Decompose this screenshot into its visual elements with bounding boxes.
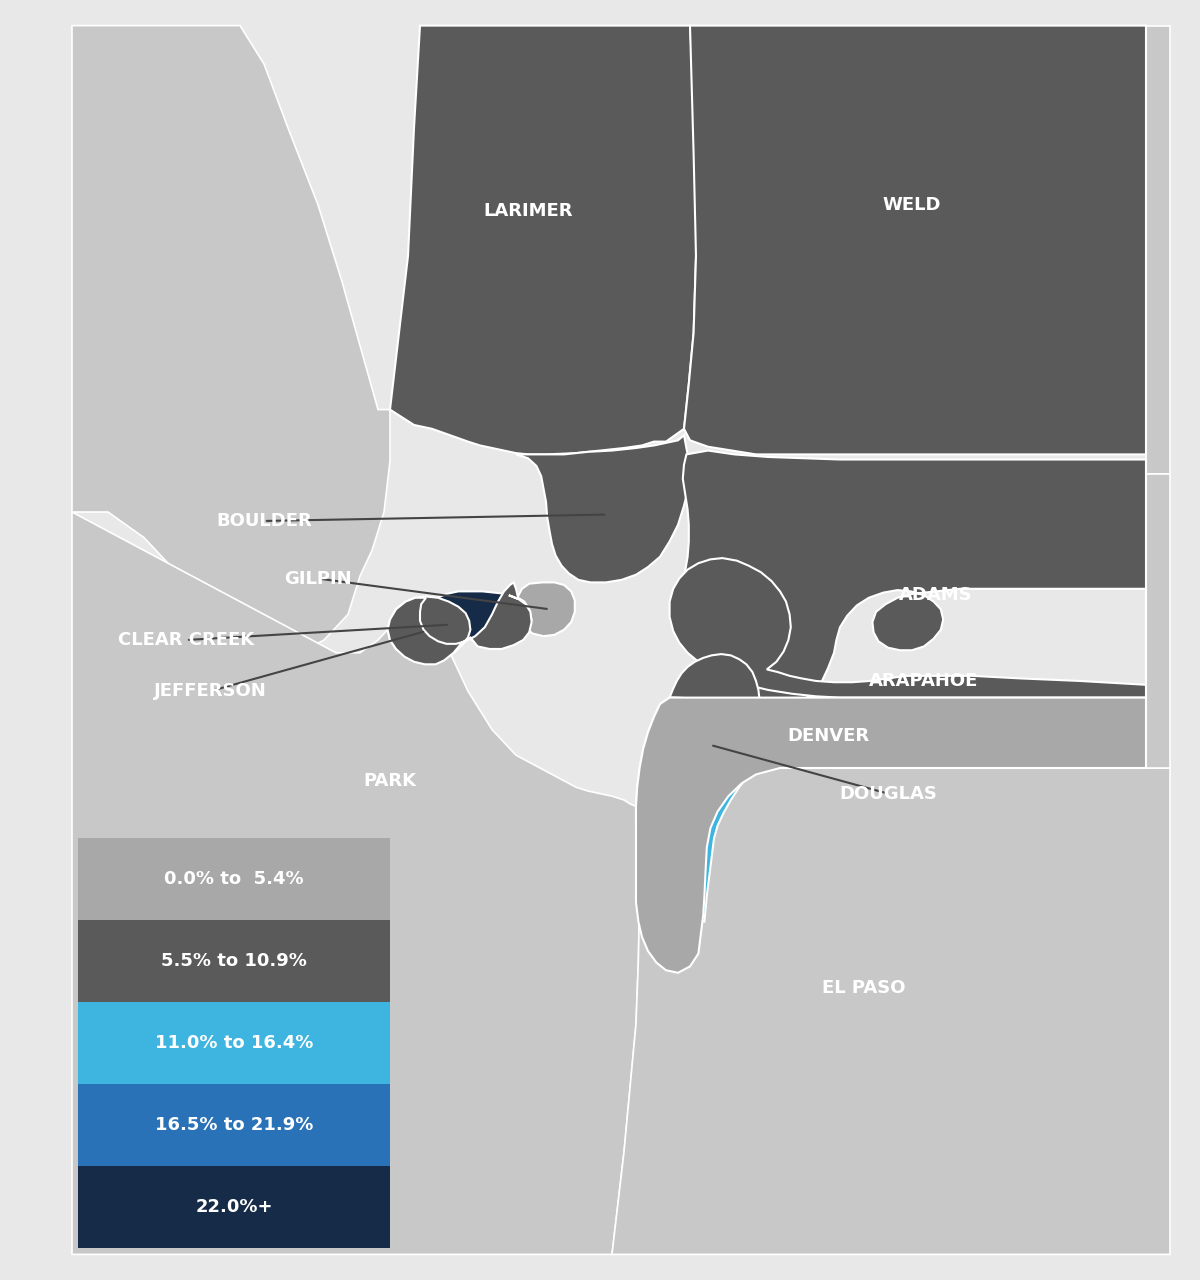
- Polygon shape: [516, 435, 690, 582]
- Polygon shape: [390, 26, 696, 454]
- Text: PARK: PARK: [364, 772, 416, 790]
- Text: BOULDER: BOULDER: [216, 512, 312, 530]
- Text: EL PASO: EL PASO: [822, 979, 906, 997]
- Polygon shape: [408, 591, 532, 660]
- Polygon shape: [612, 768, 1170, 1254]
- Polygon shape: [636, 698, 1146, 973]
- Text: 0.0% to  5.4%: 0.0% to 5.4%: [164, 870, 304, 888]
- Polygon shape: [670, 654, 760, 700]
- Text: 16.5% to 21.9%: 16.5% to 21.9%: [155, 1116, 313, 1134]
- Text: 22.0%+: 22.0%+: [196, 1198, 272, 1216]
- Polygon shape: [72, 512, 640, 1254]
- Text: CLEAR CREEK: CLEAR CREEK: [118, 631, 254, 649]
- Polygon shape: [1146, 474, 1170, 768]
- Bar: [78, 1166, 390, 1248]
- Text: GILPIN: GILPIN: [284, 570, 352, 588]
- Text: 11.0% to 16.4%: 11.0% to 16.4%: [155, 1034, 313, 1052]
- Text: WELD: WELD: [883, 196, 941, 214]
- Polygon shape: [682, 451, 1146, 705]
- Text: ADAMS: ADAMS: [899, 586, 973, 604]
- Polygon shape: [388, 596, 470, 660]
- Polygon shape: [1146, 26, 1170, 474]
- Text: DOUGLAS: DOUGLAS: [839, 785, 937, 803]
- Text: 5.5% to 10.9%: 5.5% to 10.9%: [161, 952, 307, 970]
- Text: LARIMER: LARIMER: [484, 202, 572, 220]
- Bar: [78, 920, 390, 1002]
- Text: ARAPAHOE: ARAPAHOE: [869, 672, 979, 690]
- Polygon shape: [684, 26, 1146, 454]
- Polygon shape: [636, 698, 798, 922]
- Text: DENVER: DENVER: [787, 727, 869, 745]
- Polygon shape: [72, 26, 390, 653]
- Bar: [78, 838, 390, 920]
- Polygon shape: [388, 582, 532, 664]
- Bar: [78, 1002, 390, 1084]
- Polygon shape: [516, 582, 575, 636]
- Text: JEFFERSON: JEFFERSON: [154, 682, 266, 700]
- Bar: [78, 1084, 390, 1166]
- Polygon shape: [670, 558, 1146, 698]
